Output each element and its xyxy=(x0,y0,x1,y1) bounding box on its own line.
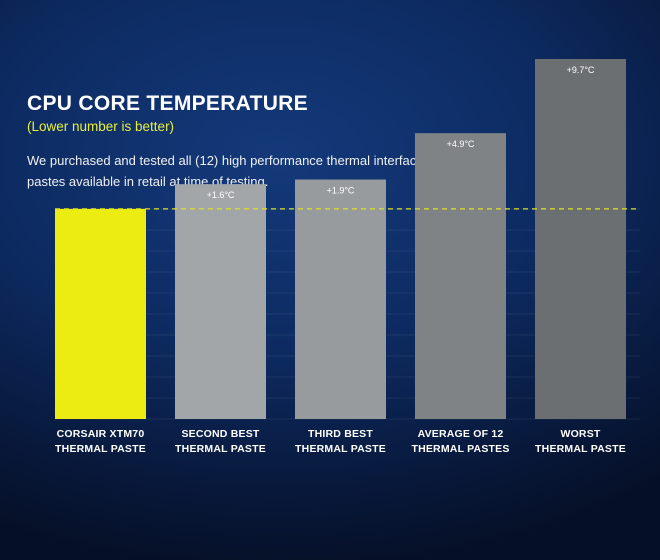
category-label: SECOND BEST xyxy=(181,428,259,440)
category-label: THERMAL PASTE xyxy=(295,443,386,455)
category-label: THIRD BEST xyxy=(308,428,373,440)
bar xyxy=(55,208,146,419)
data-labels: +1.6°C +1.9°C +4.9°C +9.7°C xyxy=(207,65,595,200)
data-label: +1.6°C xyxy=(207,190,235,200)
chart-title: CPU CORE TEMPERATURE xyxy=(27,92,308,115)
category-label: WORST xyxy=(560,428,600,440)
category-label: THERMAL PASTE xyxy=(55,443,146,455)
category-label: AVERAGE OF 12 xyxy=(418,428,504,440)
bar xyxy=(295,179,386,419)
data-label: +9.7°C xyxy=(567,65,595,75)
bar xyxy=(175,184,266,419)
bars xyxy=(55,59,626,420)
chart-subtitle: (Lower number is better) xyxy=(27,119,175,134)
bar xyxy=(535,59,626,419)
category-labels: CORSAIR XTM70 THERMAL PASTE SECOND BEST THE… xyxy=(55,428,626,455)
data-label: +4.9°C xyxy=(447,139,475,149)
category-label: THERMAL PASTE xyxy=(175,443,266,455)
bar xyxy=(415,133,506,420)
category-label: THERMAL PASTE xyxy=(535,443,626,455)
data-label: +1.9°C xyxy=(327,186,355,196)
category-label: THERMAL PASTES xyxy=(411,443,509,455)
category-label: CORSAIR XTM70 xyxy=(57,428,145,440)
